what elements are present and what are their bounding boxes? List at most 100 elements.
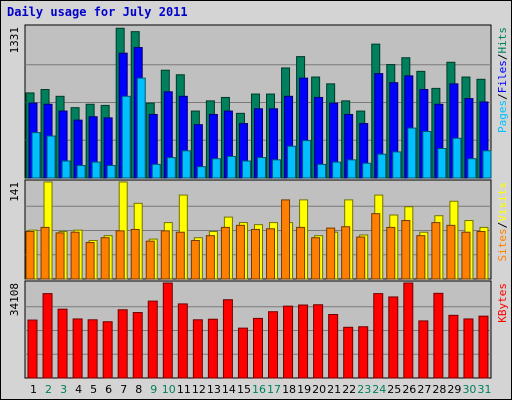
sites-bar-22 bbox=[341, 226, 351, 280]
y-max-label-kbytes: 34108 bbox=[8, 283, 21, 316]
pages-bar-29 bbox=[452, 137, 462, 179]
sites-bar-1 bbox=[25, 231, 35, 280]
x-tick-label-1: 1 bbox=[30, 383, 37, 396]
kbytes-bar-12 bbox=[192, 319, 203, 379]
legend-entry-hits-files-pages-0: Pages bbox=[496, 100, 509, 133]
pages-bar-14 bbox=[226, 155, 236, 179]
pages-bar-31 bbox=[482, 150, 492, 179]
sites-bar-2 bbox=[40, 226, 50, 280]
x-tick-label-20: 20 bbox=[312, 383, 326, 396]
sites-bar-7 bbox=[115, 230, 125, 280]
x-tick-label-6: 6 bbox=[105, 383, 112, 396]
sites-bar-5 bbox=[85, 242, 95, 280]
kbytes-bar-5 bbox=[87, 319, 98, 379]
legend-entry-kbytes-0: KBytes bbox=[496, 283, 509, 323]
x-tick-label-14: 14 bbox=[222, 383, 236, 396]
x-tick-label-13: 13 bbox=[207, 383, 221, 396]
x-tick-label-9: 9 bbox=[150, 383, 157, 396]
kbytes-bar-21 bbox=[328, 313, 339, 379]
pages-bar-16 bbox=[256, 157, 266, 179]
sites-bar-30 bbox=[461, 231, 471, 280]
pages-bar-12 bbox=[196, 166, 206, 179]
x-tick-label-23: 23 bbox=[357, 383, 371, 396]
legend-kbytes: KBytes bbox=[496, 283, 509, 323]
legend-entry-visits-sites-2: Visits bbox=[496, 182, 509, 222]
kbytes-bar-31 bbox=[478, 315, 489, 379]
x-tick-label-12: 12 bbox=[192, 383, 206, 396]
x-tick-label-28: 28 bbox=[432, 383, 446, 396]
pages-bar-24 bbox=[377, 153, 387, 179]
pages-bar-25 bbox=[392, 151, 402, 179]
sites-bar-6 bbox=[100, 237, 110, 280]
pages-bar-3 bbox=[61, 160, 71, 179]
sites-bar-29 bbox=[446, 224, 456, 280]
pages-bar-28 bbox=[437, 148, 447, 179]
pages-bar-20 bbox=[317, 163, 327, 179]
kbytes-bar-10 bbox=[162, 282, 173, 379]
kbytes-bar-19 bbox=[298, 304, 309, 379]
pages-bar-2 bbox=[46, 135, 56, 179]
sites-bar-18 bbox=[281, 199, 291, 280]
sites-bar-26 bbox=[401, 220, 411, 280]
pages-bar-1 bbox=[31, 132, 41, 179]
chart-title: Daily usage for July 2011 bbox=[7, 5, 188, 19]
sites-bar-23 bbox=[356, 236, 366, 280]
sites-bar-27 bbox=[416, 235, 426, 280]
sites-bar-21 bbox=[326, 227, 336, 280]
pages-bar-21 bbox=[332, 161, 342, 179]
sites-bar-11 bbox=[175, 231, 185, 280]
x-tick-label-17: 17 bbox=[267, 383, 281, 396]
kbytes-bar-4 bbox=[72, 318, 83, 379]
kbytes-bar-7 bbox=[117, 309, 128, 379]
kbytes-bar-15 bbox=[237, 327, 248, 379]
pages-bar-17 bbox=[272, 159, 282, 179]
x-tick-label-30: 30 bbox=[462, 383, 476, 396]
x-tick-label-29: 29 bbox=[447, 383, 461, 396]
legend-entry-hits-files-pages-4: Hits bbox=[496, 27, 509, 54]
x-tick-label-27: 27 bbox=[417, 383, 431, 396]
pages-bar-10 bbox=[166, 157, 176, 179]
sites-bar-31 bbox=[476, 231, 486, 280]
kbytes-bar-26 bbox=[403, 282, 414, 379]
x-tick-label-11: 11 bbox=[177, 383, 191, 396]
x-tick-label-4: 4 bbox=[75, 383, 82, 396]
x-tick-label-25: 25 bbox=[387, 383, 401, 396]
sites-bar-10 bbox=[160, 230, 170, 280]
legend-visits-sites: Sites/Visits bbox=[496, 182, 509, 262]
kbytes-bar-9 bbox=[147, 300, 158, 379]
sites-bar-8 bbox=[130, 228, 140, 280]
x-tick-label-18: 18 bbox=[282, 383, 296, 396]
sites-bar-19 bbox=[296, 226, 306, 280]
sites-bar-24 bbox=[371, 213, 381, 280]
x-tick-label-10: 10 bbox=[162, 383, 176, 396]
kbytes-bar-1 bbox=[27, 319, 38, 379]
pages-bar-8 bbox=[136, 77, 146, 179]
kbytes-bar-22 bbox=[343, 326, 354, 379]
sites-bar-15 bbox=[235, 224, 245, 280]
x-tick-label-5: 5 bbox=[90, 383, 97, 396]
pages-bar-26 bbox=[407, 127, 417, 179]
kbytes-bar-16 bbox=[252, 317, 263, 379]
x-tick-label-24: 24 bbox=[372, 383, 386, 396]
pages-bar-5 bbox=[91, 161, 101, 179]
y-max-label-visits-sites: 141 bbox=[8, 182, 21, 202]
pages-bar-30 bbox=[467, 158, 477, 179]
pages-bar-18 bbox=[287, 145, 297, 179]
kbytes-bar-23 bbox=[358, 326, 369, 379]
legend-entry-hits-files-pages-1: / bbox=[496, 93, 509, 100]
x-tick-label-2: 2 bbox=[45, 383, 52, 396]
x-tick-label-16: 16 bbox=[252, 383, 266, 396]
legend-hits-files-pages: Pages/Files/Hits bbox=[496, 27, 509, 133]
x-tick-label-8: 8 bbox=[135, 383, 142, 396]
pages-bar-22 bbox=[347, 159, 357, 179]
sites-bar-20 bbox=[311, 237, 321, 280]
x-tick-label-22: 22 bbox=[342, 383, 356, 396]
kbytes-bar-27 bbox=[418, 320, 429, 379]
legend-entry-hits-files-pages-3: / bbox=[496, 54, 509, 61]
kbytes-bar-3 bbox=[57, 308, 68, 379]
sites-bar-13 bbox=[205, 235, 215, 280]
x-tick-label-19: 19 bbox=[297, 383, 311, 396]
legend-entry-visits-sites-1: / bbox=[496, 222, 509, 229]
kbytes-bar-13 bbox=[207, 318, 218, 379]
